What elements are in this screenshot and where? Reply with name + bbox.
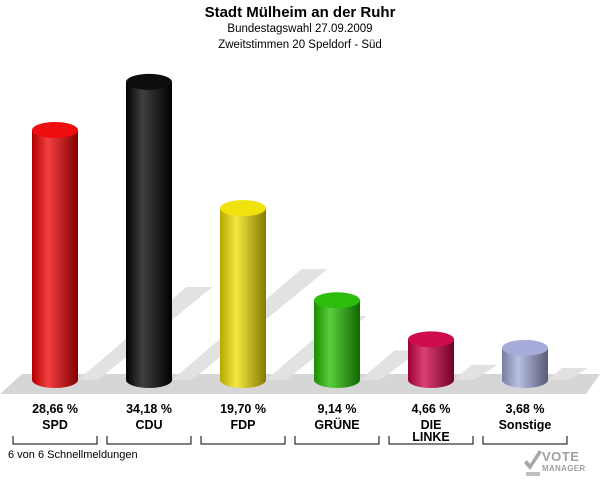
bar-top: [408, 331, 454, 348]
category-label: FDP: [231, 418, 256, 432]
category-label: SPD: [42, 418, 68, 432]
bar-fdp: [220, 208, 266, 388]
category-bracket: [12, 436, 98, 445]
logo-text-manager: MANAGER: [542, 464, 586, 473]
category-label: GRÜNE: [314, 417, 359, 432]
category-bracket: [294, 436, 380, 445]
bar-top: [314, 292, 360, 309]
value-label: 3,68 %: [506, 402, 545, 416]
value-label: 28,66 %: [32, 402, 78, 416]
bar-cdu: [126, 81, 172, 388]
category-label: Sonstige: [499, 418, 552, 432]
chart-subtitle: Bundestagswahl 27.09.2009: [227, 23, 373, 35]
category-bracket: [200, 436, 286, 445]
category-bracket: [388, 436, 474, 445]
category-label: DIE: [421, 418, 442, 432]
value-label: 9,14 %: [318, 402, 357, 416]
bar-shadow: [454, 364, 498, 380]
value-label: 19,70 %: [220, 402, 266, 416]
bar-sonstige: [502, 347, 548, 388]
bar-grüne: [314, 300, 360, 388]
status-text: 6 von 6 Schnellmeldungen: [8, 449, 138, 461]
bar-die: [408, 339, 454, 388]
bar-shadow: [360, 350, 421, 380]
logo-text-vote: VOTE: [542, 449, 580, 464]
category-label-line2: LINKE: [412, 430, 450, 444]
bar-spd: [32, 130, 78, 388]
bar-shadow: [548, 368, 588, 380]
category-bracket: [106, 436, 192, 445]
value-label: 34,18 %: [126, 402, 172, 416]
bar-top: [502, 339, 548, 356]
category-bracket: [482, 436, 568, 445]
bar-top: [126, 73, 172, 90]
value-label: 4,66 %: [412, 402, 451, 416]
bar-top: [32, 122, 78, 139]
chart-title: Stadt Mülheim an der Ruhr: [204, 4, 396, 21]
vote-manager-logo: VOTE MANAGER: [522, 448, 598, 478]
category-label: CDU: [135, 418, 162, 432]
checkmark-icon: [524, 450, 542, 476]
chart-subtitle-2: Zweitstimmen 20 Speldorf - Süd: [218, 39, 382, 51]
bar-top: [220, 200, 266, 217]
